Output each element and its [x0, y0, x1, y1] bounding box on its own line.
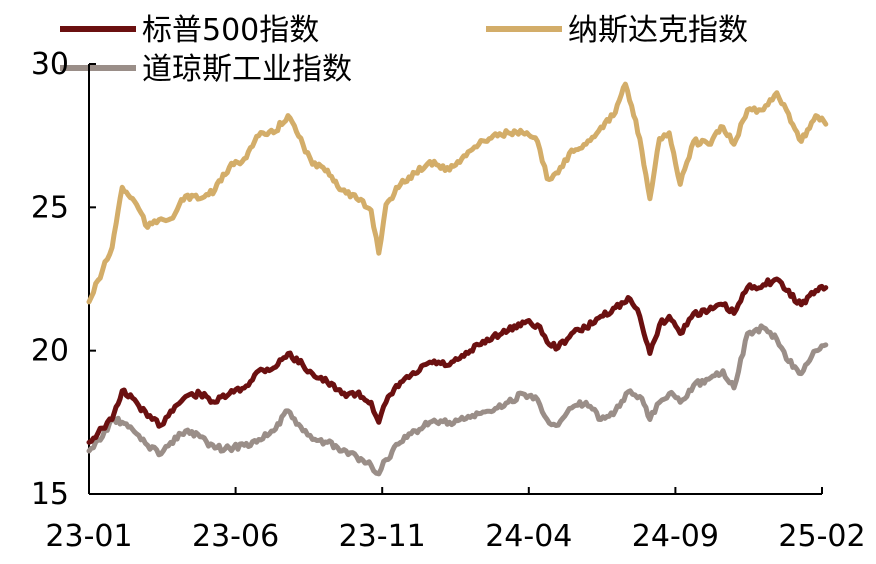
series-line-sp500 [86, 276, 829, 445]
y-tick-label: 30 [31, 47, 69, 82]
legend: 标普500指数 纳斯达克指数 道琼斯工业指数 [60, 13, 748, 87]
legend-label-sp500: 标普500指数 [142, 13, 319, 48]
y-tick-label: 15 [31, 477, 69, 512]
series-lines [86, 81, 829, 477]
legend-label-dow: 道琼斯工业指数 [142, 52, 352, 87]
legend-item-dow: 道琼斯工业指数 [60, 52, 352, 87]
y-tick-label: 20 [31, 334, 69, 369]
series-line-nasdaq [86, 81, 829, 305]
legend-item-nasdaq: 纳斯达克指数 [486, 13, 748, 48]
legend-item-sp500: 标普500指数 [60, 13, 319, 48]
x-tick-label: 23-11 [339, 519, 426, 554]
x-tick-label: 25-02 [778, 519, 865, 554]
axes: 15 20 25 30 23-01 23-06 23-11 24-04 24-09 25-02 [31, 47, 866, 554]
x-tick-label: 23-01 [45, 519, 132, 554]
x-tick-label: 24-09 [632, 519, 719, 554]
series-line-dow [86, 323, 829, 477]
x-tick-label: 23-06 [192, 519, 279, 554]
x-tick-label: 24-04 [485, 519, 572, 554]
legend-label-nasdaq: 纳斯达克指数 [568, 13, 748, 48]
y-tick-label: 25 [31, 190, 69, 225]
